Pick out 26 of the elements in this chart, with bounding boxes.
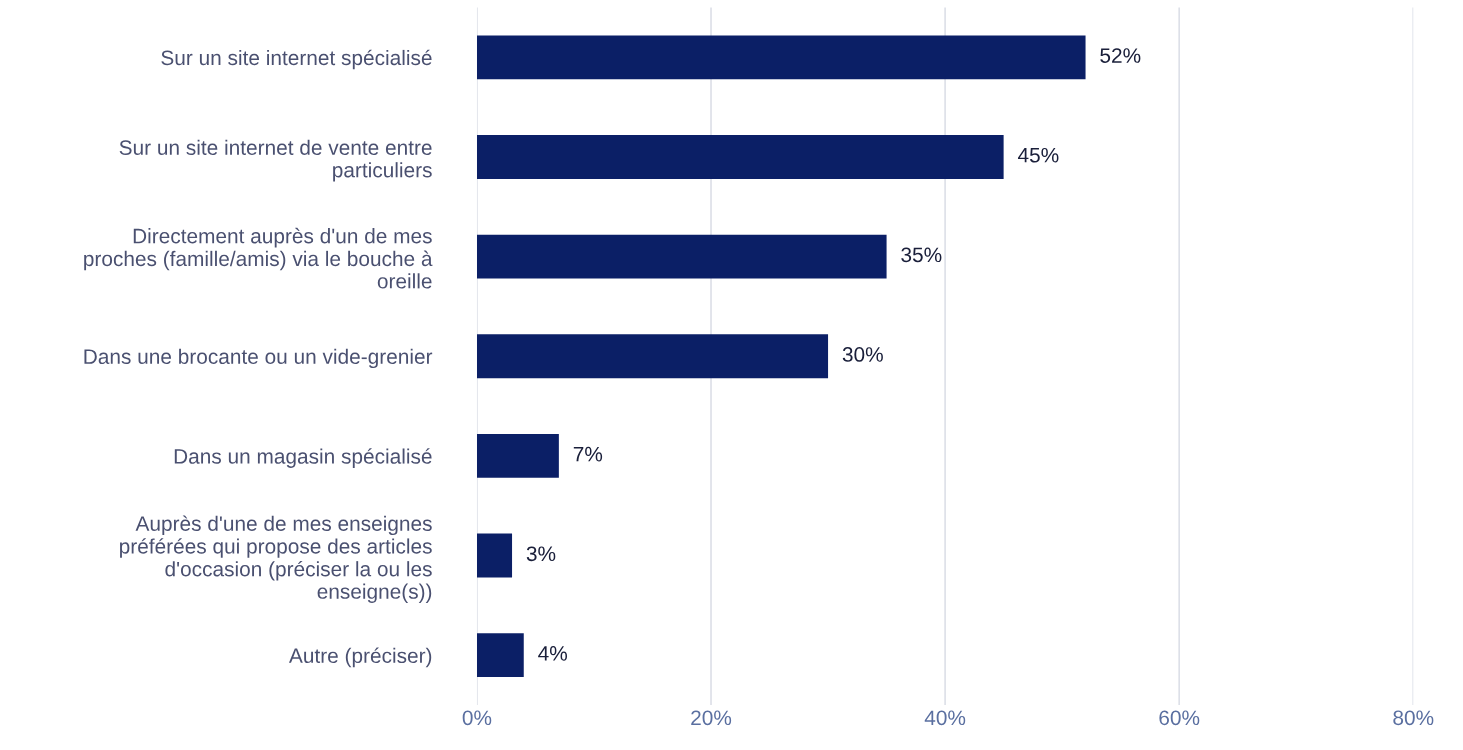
- bar: [476, 433, 559, 478]
- bar: [476, 633, 524, 678]
- x-tick-label: 60%: [1159, 710, 1200, 726]
- y-tick-label: Auprès d'une de mes enseignes préférées qui propose des articles d'occasion (préciser la ou les enseigne(s)): [120, 515, 432, 603]
- x-tick-label: 40%: [924, 710, 966, 726]
- bar: [476, 135, 1004, 179]
- data-label: 35%: [901, 247, 942, 263]
- data-label: 45%: [1017, 147, 1059, 163]
- y-tick-label: Dans un magasin spécialisé: [174, 448, 432, 468]
- data-label: 7%: [573, 446, 603, 462]
- y-tick-label: Sur un site internet de vente entre particuliers: [119, 139, 432, 182]
- x-tick-label: 0%: [462, 710, 492, 726]
- x-tick-label: 20%: [691, 710, 732, 726]
- bar: [476, 234, 887, 279]
- bar: [476, 533, 513, 578]
- x-tick-label: 80%: [1393, 710, 1434, 726]
- data-label: 52%: [1100, 48, 1141, 63]
- bar: [476, 334, 829, 379]
- data-label: 3%: [526, 546, 556, 562]
- bar: [476, 35, 1086, 80]
- y-tick-label: Sur un site internet spécialisé: [161, 49, 432, 70]
- data-label: 4%: [538, 646, 568, 661]
- y-tick-label: Dans une brocante ou un vide-grenier: [84, 348, 433, 369]
- y-tick-label: Autre (préciser): [288, 647, 432, 668]
- y-tick-label: Directement auprès d'un de mes proches (famille/amis) via le bouche à oreille: [84, 227, 433, 289]
- data-label: 30%: [842, 347, 883, 362]
